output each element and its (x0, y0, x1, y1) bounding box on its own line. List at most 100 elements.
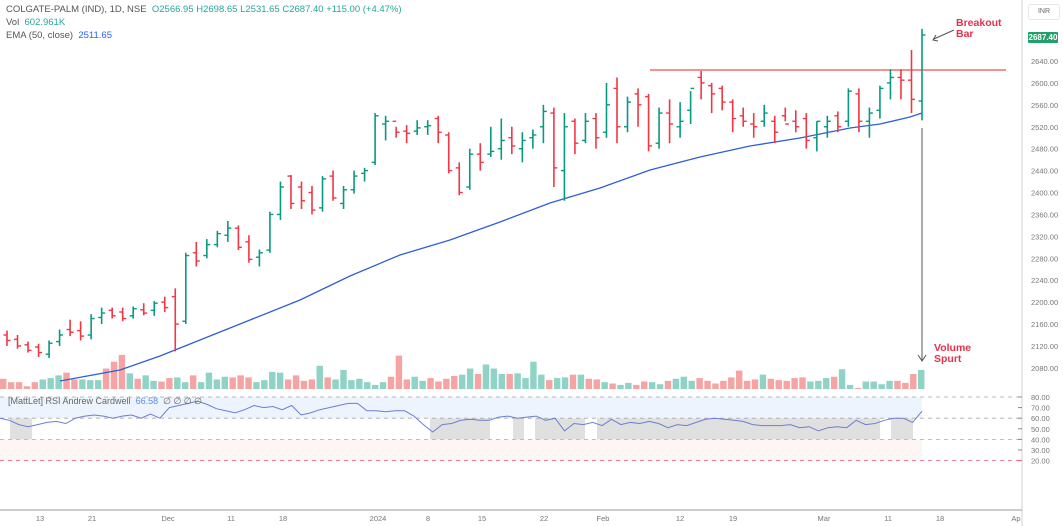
volume-bar (459, 374, 466, 389)
volume-bar (205, 372, 213, 389)
volume-bar (118, 354, 126, 389)
volume-bar (348, 380, 355, 389)
rsi-grid-lines (0, 396, 1022, 462)
volume-text-1: Volume (934, 342, 972, 354)
time-tick-label: Ap (1011, 514, 1020, 523)
ohlc-bar (350, 170, 358, 194)
volume-bar (482, 364, 490, 389)
chart-legend: COLGATE-PALM (IND), 1D, NSE O2566.95 H26… (6, 3, 402, 42)
volume-bar (720, 380, 727, 389)
volume-bar (783, 380, 790, 389)
ohlc-bar (161, 296, 169, 312)
ohlc-bar (203, 239, 211, 259)
ohlc-bar (729, 99, 737, 133)
ohlc-bar (171, 288, 179, 352)
volume-bar (712, 383, 719, 389)
ohlc-bar (613, 77, 621, 144)
volume-bar (379, 382, 387, 389)
volume-bar (506, 373, 513, 389)
volume-bar (910, 373, 917, 389)
rsi-label: [MattLet] RSI Andrew Cardwell (8, 396, 131, 406)
volume-bar (553, 378, 561, 389)
ohlc-bar (319, 176, 327, 212)
volume-bar (664, 380, 672, 389)
volume-bar (387, 376, 395, 389)
ohlc-bar (697, 70, 705, 100)
volume-bar (593, 379, 600, 389)
volume-bar (498, 373, 505, 389)
ohlc-bar (329, 170, 337, 201)
rsi-panel-background (0, 397, 922, 461)
ohlc-bar (655, 107, 663, 149)
price-tick-label: 2640.00 (1031, 57, 1058, 66)
volume-bar (269, 371, 276, 389)
volume-bar (680, 376, 687, 389)
volume-bar (648, 382, 656, 389)
volume-bar (166, 378, 173, 389)
ohlc-bar (108, 307, 116, 319)
volume-bar (561, 377, 569, 389)
volume-bar (237, 375, 244, 389)
price-tick-label: 2240.00 (1031, 276, 1058, 285)
volume-bar (427, 378, 434, 389)
ohlc-bars (3, 28, 926, 359)
volume-bar (23, 386, 31, 389)
volume-bar (15, 382, 23, 389)
ohlc-bar (66, 319, 74, 337)
ohlc-bar (550, 107, 558, 188)
price-tick-label: 2400.00 (1031, 189, 1058, 198)
currency-button[interactable]: INR (1028, 4, 1060, 20)
time-tick-label: 11 (227, 514, 235, 523)
current-price-tag: 2687.40 (1028, 32, 1058, 43)
volume-bar (474, 373, 482, 389)
ohlc-bar (708, 82, 716, 114)
breakout-arrow-icon (932, 34, 939, 42)
ohlc-bar (424, 120, 432, 135)
volume-bar (102, 368, 110, 389)
volume-label: Vol (6, 17, 20, 28)
time-tick-label: 19 (729, 514, 737, 523)
ema-line (59, 112, 923, 382)
ohlc-bar (518, 132, 526, 163)
price-tick-label: 2480.00 (1031, 145, 1058, 154)
price-tick-label: 2600.00 (1031, 79, 1058, 88)
rsi-tick-label: 70.00 (1031, 404, 1050, 413)
volume-bar (735, 370, 743, 389)
volume-bar (150, 380, 157, 389)
price-tick-label: 2320.00 (1031, 232, 1058, 241)
volume-bar (601, 382, 608, 389)
ohlc-bar (192, 241, 200, 267)
price-tick-label: 2560.00 (1031, 101, 1058, 110)
ohlc-bar (581, 113, 589, 144)
volume-bar (47, 378, 54, 389)
ohlc-bar (487, 126, 495, 157)
price-tick-label: 2440.00 (1031, 167, 1058, 176)
volume-bar (728, 377, 735, 389)
volume-bar (815, 380, 822, 389)
ohlc-bar (792, 110, 800, 133)
volume-bar (862, 381, 870, 389)
price-tick-label: 2360.00 (1031, 210, 1058, 219)
rsi-tick-label: 80.00 (1031, 393, 1050, 402)
volume-bar (316, 365, 323, 389)
volume-bar (300, 380, 308, 389)
volume-bar (197, 382, 205, 389)
volume-bar (340, 369, 347, 389)
time-tick-label: 13 (36, 514, 44, 523)
volume-bar (585, 378, 593, 389)
volume-bar (894, 380, 901, 389)
time-tick-label: Feb (597, 514, 610, 523)
volume-bar (799, 377, 806, 389)
ohlc-bar (760, 104, 768, 127)
ema-value: 2511.65 (78, 30, 112, 41)
time-tick-label: 8 (426, 514, 430, 523)
ohlc-bar (907, 50, 915, 114)
volume-bar (443, 378, 450, 389)
ohlc-bar (140, 303, 148, 316)
price-tick-label: 2280.00 (1031, 254, 1058, 263)
ohlc-bar (255, 249, 263, 267)
price-tick-label: 2080.00 (1031, 364, 1058, 373)
volume-bar (656, 384, 664, 389)
volume-bar (846, 384, 854, 389)
